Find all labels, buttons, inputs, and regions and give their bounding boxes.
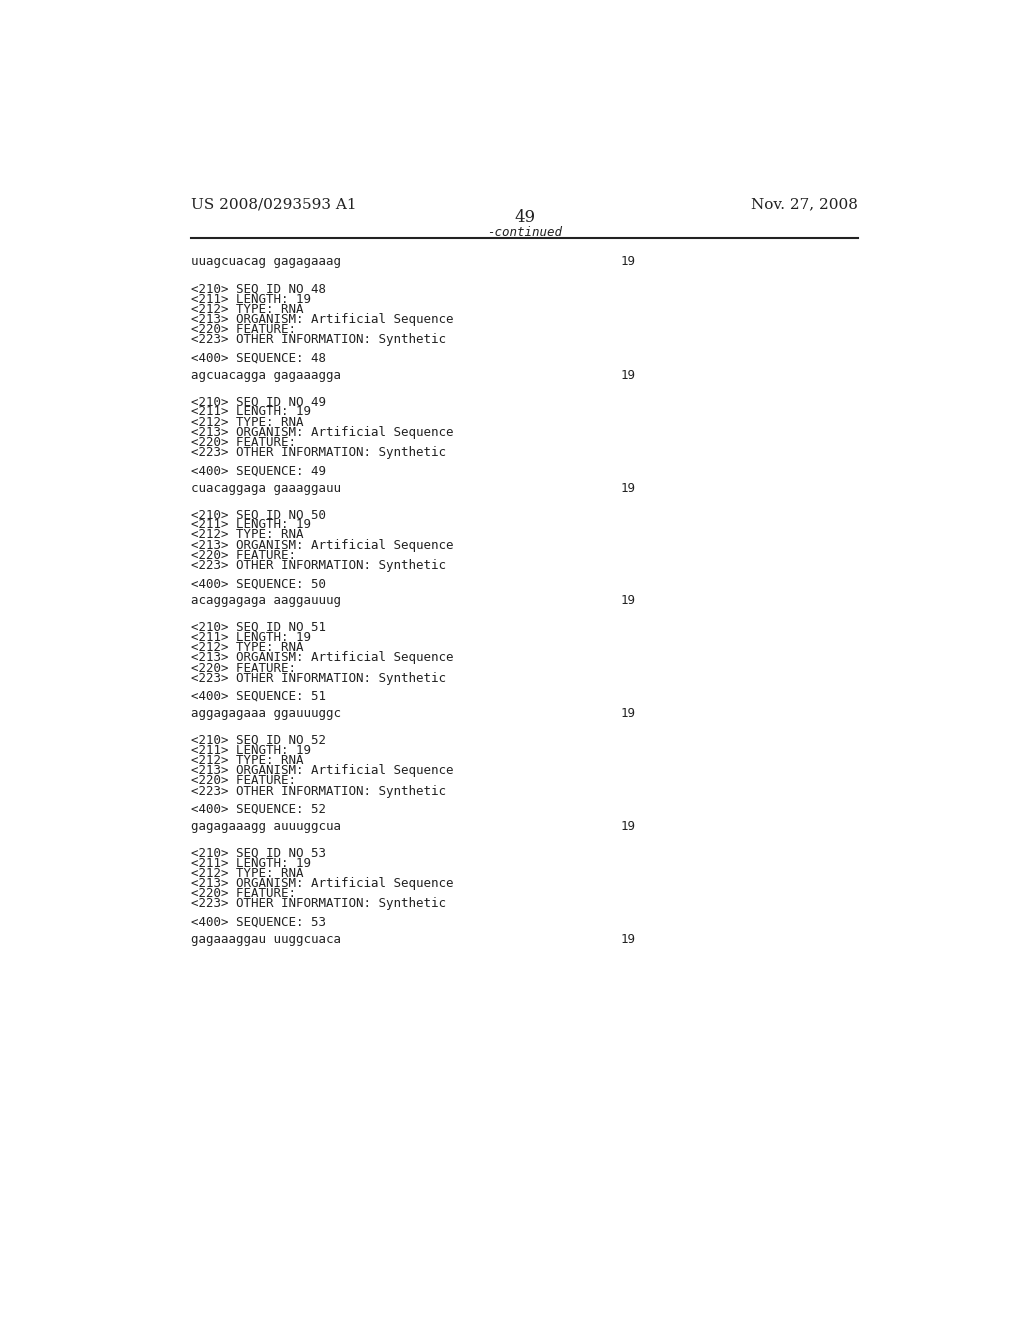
Text: 19: 19 <box>620 820 635 833</box>
Text: <400> SEQUENCE: 49: <400> SEQUENCE: 49 <box>191 465 327 478</box>
Text: <223> OTHER INFORMATION: Synthetic: <223> OTHER INFORMATION: Synthetic <box>191 898 446 911</box>
Text: <212> TYPE: RNA: <212> TYPE: RNA <box>191 302 304 315</box>
Text: <213> ORGANISM: Artificial Sequence: <213> ORGANISM: Artificial Sequence <box>191 764 454 777</box>
Text: cuacaggaga gaaaggauu: cuacaggaga gaaaggauu <box>191 482 341 495</box>
Text: <212> TYPE: RNA: <212> TYPE: RNA <box>191 528 304 541</box>
Text: uuagcuacag gagagaaag: uuagcuacag gagagaaag <box>191 255 341 268</box>
Text: <400> SEQUENCE: 50: <400> SEQUENCE: 50 <box>191 577 327 590</box>
Text: agcuacagga gagaaagga: agcuacagga gagaaagga <box>191 368 341 381</box>
Text: 19: 19 <box>620 368 635 381</box>
Text: <211> LENGTH: 19: <211> LENGTH: 19 <box>191 405 311 418</box>
Text: 19: 19 <box>620 708 635 721</box>
Text: <223> OTHER INFORMATION: Synthetic: <223> OTHER INFORMATION: Synthetic <box>191 333 446 346</box>
Text: <223> OTHER INFORMATION: Synthetic: <223> OTHER INFORMATION: Synthetic <box>191 784 446 797</box>
Text: <213> ORGANISM: Artificial Sequence: <213> ORGANISM: Artificial Sequence <box>191 313 454 326</box>
Text: <223> OTHER INFORMATION: Synthetic: <223> OTHER INFORMATION: Synthetic <box>191 558 446 572</box>
Text: <213> ORGANISM: Artificial Sequence: <213> ORGANISM: Artificial Sequence <box>191 651 454 664</box>
Text: <400> SEQUENCE: 51: <400> SEQUENCE: 51 <box>191 690 327 704</box>
Text: <400> SEQUENCE: 52: <400> SEQUENCE: 52 <box>191 803 327 816</box>
Text: <210> SEQ ID NO 48: <210> SEQ ID NO 48 <box>191 282 327 296</box>
Text: gagagaaagg auuuggcua: gagagaaagg auuuggcua <box>191 820 341 833</box>
Text: <400> SEQUENCE: 53: <400> SEQUENCE: 53 <box>191 916 327 928</box>
Text: 19: 19 <box>620 933 635 946</box>
Text: <210> SEQ ID NO 50: <210> SEQ ID NO 50 <box>191 508 327 521</box>
Text: <213> ORGANISM: Artificial Sequence: <213> ORGANISM: Artificial Sequence <box>191 876 454 890</box>
Text: <223> OTHER INFORMATION: Synthetic: <223> OTHER INFORMATION: Synthetic <box>191 446 446 459</box>
Text: <210> SEQ ID NO 49: <210> SEQ ID NO 49 <box>191 395 327 408</box>
Text: US 2008/0293593 A1: US 2008/0293593 A1 <box>191 197 357 211</box>
Text: <220> FEATURE:: <220> FEATURE: <box>191 887 297 900</box>
Text: <213> ORGANISM: Artificial Sequence: <213> ORGANISM: Artificial Sequence <box>191 539 454 552</box>
Text: <211> LENGTH: 19: <211> LENGTH: 19 <box>191 631 311 644</box>
Text: <213> ORGANISM: Artificial Sequence: <213> ORGANISM: Artificial Sequence <box>191 426 454 438</box>
Text: <220> FEATURE:: <220> FEATURE: <box>191 323 297 337</box>
Text: <223> OTHER INFORMATION: Synthetic: <223> OTHER INFORMATION: Synthetic <box>191 672 446 685</box>
Text: <212> TYPE: RNA: <212> TYPE: RNA <box>191 642 304 655</box>
Text: <211> LENGTH: 19: <211> LENGTH: 19 <box>191 744 311 756</box>
Text: <220> FEATURE:: <220> FEATURE: <box>191 661 297 675</box>
Text: <220> FEATURE:: <220> FEATURE: <box>191 436 297 449</box>
Text: <212> TYPE: RNA: <212> TYPE: RNA <box>191 416 304 429</box>
Text: gagaaaggau uuggcuaca: gagaaaggau uuggcuaca <box>191 933 341 946</box>
Text: <210> SEQ ID NO 53: <210> SEQ ID NO 53 <box>191 846 327 859</box>
Text: <220> FEATURE:: <220> FEATURE: <box>191 549 297 562</box>
Text: <210> SEQ ID NO 52: <210> SEQ ID NO 52 <box>191 734 327 747</box>
Text: <212> TYPE: RNA: <212> TYPE: RNA <box>191 867 304 880</box>
Text: <212> TYPE: RNA: <212> TYPE: RNA <box>191 754 304 767</box>
Text: <400> SEQUENCE: 48: <400> SEQUENCE: 48 <box>191 351 327 364</box>
Text: acaggagaga aaggauuug: acaggagaga aaggauuug <box>191 594 341 607</box>
Text: <220> FEATURE:: <220> FEATURE: <box>191 775 297 787</box>
Text: <211> LENGTH: 19: <211> LENGTH: 19 <box>191 293 311 305</box>
Text: 19: 19 <box>620 594 635 607</box>
Text: 49: 49 <box>514 210 536 226</box>
Text: <211> LENGTH: 19: <211> LENGTH: 19 <box>191 857 311 870</box>
Text: 19: 19 <box>620 255 635 268</box>
Text: <210> SEQ ID NO 51: <210> SEQ ID NO 51 <box>191 620 327 634</box>
Text: aggagagaaa ggauuuggc: aggagagaaa ggauuuggc <box>191 708 341 721</box>
Text: 19: 19 <box>620 482 635 495</box>
Text: <211> LENGTH: 19: <211> LENGTH: 19 <box>191 519 311 531</box>
Text: Nov. 27, 2008: Nov. 27, 2008 <box>752 197 858 211</box>
Text: -continued: -continued <box>487 227 562 239</box>
